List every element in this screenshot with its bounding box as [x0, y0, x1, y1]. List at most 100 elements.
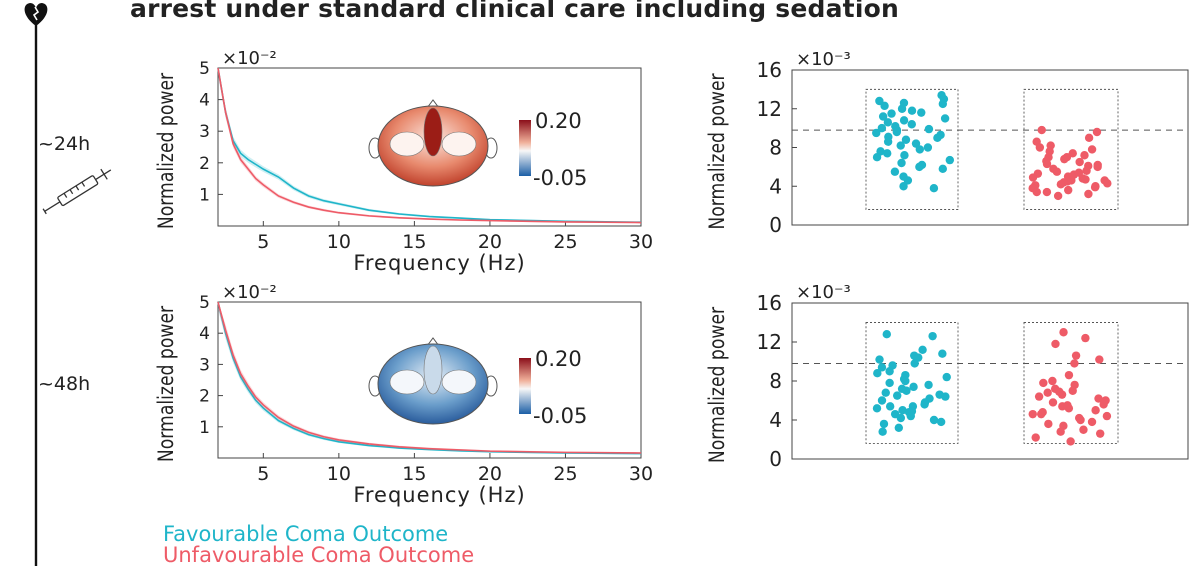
- unfavourable-point: [1095, 429, 1105, 438]
- favourable-point: [872, 128, 881, 138]
- scatter-plot-48h: 0 4 8 12 16 ×10⁻³ Normalized power: [704, 282, 1189, 471]
- topomap: [368, 337, 498, 425]
- favourable-point: [900, 151, 909, 160]
- favourable-point: [885, 378, 894, 388]
- unfavourable-point: [1032, 187, 1041, 197]
- topomap-central-region: [423, 345, 443, 395]
- favourable-point: [897, 158, 906, 168]
- favourable-point: [875, 355, 884, 364]
- unfavourable-point: [1094, 394, 1103, 403]
- y-tick-label: 2: [199, 387, 210, 407]
- favourable-point: [892, 127, 902, 137]
- unfavourable-point: [1044, 419, 1053, 429]
- favourable-point: [877, 363, 887, 372]
- colorbar: [519, 358, 531, 414]
- y-tick-label: 12: [757, 330, 782, 354]
- favourable-point: [885, 367, 894, 376]
- y-tick-label: 0: [769, 213, 782, 237]
- favourable-point: [915, 162, 924, 172]
- x-tick-label: 15: [402, 231, 426, 253]
- y-tick-label: 8: [769, 369, 782, 393]
- unfavourable-point: [1081, 175, 1090, 184]
- unfavourable-point: [1091, 406, 1100, 415]
- unfavourable-point: [1052, 167, 1062, 176]
- favourable-point: [879, 419, 889, 429]
- timepoint-24h-label: ~24h: [38, 133, 91, 155]
- favourable-point: [901, 135, 911, 144]
- favourable-point: [933, 133, 942, 143]
- x-tick-label: 25: [553, 463, 577, 485]
- favourable-point: [906, 411, 915, 421]
- unfavourable-point: [1087, 145, 1097, 154]
- y-tick-label: 4: [199, 91, 210, 111]
- y-tick-label: 3: [199, 355, 210, 375]
- colorbar-min-label: -0.05: [533, 404, 587, 428]
- unfavourable-point: [1035, 143, 1045, 152]
- favourable-point: [924, 380, 933, 390]
- favourable-point: [893, 391, 902, 400]
- favourable-point: [923, 143, 933, 152]
- favourable-point: [901, 376, 910, 386]
- scatter-plot-24h: 0 4 8 12 16 ×10⁻³ Normalized power: [704, 49, 1189, 237]
- unfavourable-point: [1084, 133, 1094, 143]
- colorbar-max-label: 0.20: [535, 347, 582, 371]
- colorbar-min-label: -0.05: [533, 166, 587, 190]
- y-tick-label: 5: [199, 59, 210, 79]
- favourable-point: [941, 392, 950, 401]
- y-tick-label: 8: [769, 136, 782, 160]
- unfavourable-point: [1059, 328, 1068, 337]
- y-tick-label: 4: [769, 174, 782, 198]
- unfavourable-point: [1037, 125, 1046, 135]
- favourable-point: [890, 167, 900, 176]
- favourable-point: [945, 155, 955, 165]
- favourable-group-box: [865, 322, 959, 444]
- unfavourable-point: [1074, 168, 1084, 177]
- unfavourable-point: [1042, 159, 1052, 169]
- y-tick-label: 16: [757, 291, 782, 315]
- unfavourable-point: [1100, 176, 1109, 185]
- favourable-point: [907, 120, 916, 129]
- favourable-series-line: [217, 301, 642, 455]
- favourable-point: [883, 118, 893, 127]
- timepoint-48h-label: ~48h: [38, 373, 91, 395]
- favourable-point: [903, 176, 913, 185]
- timeline: ~24h ~48h: [0, 0, 140, 566]
- unfavourable-point: [1031, 433, 1040, 442]
- colorbar-max-label: 0.20: [535, 109, 582, 133]
- favourable-point: [942, 372, 951, 382]
- unfavourable-series-line: [217, 301, 642, 454]
- favourable-point: [887, 109, 896, 118]
- favourable-point: [940, 114, 950, 123]
- unfavourable-point: [1090, 183, 1100, 192]
- favourable-point: [897, 104, 907, 113]
- favourable-point: [928, 331, 937, 341]
- favourable-point: [883, 137, 893, 146]
- spectrum-plot-24h: 1 2 3 4 5 5 10 15 20 25 30 ×10⁻² Frequency (Hz) Norma…: [153, 48, 653, 275]
- favourable-point: [910, 359, 919, 368]
- topomap-right-region: [441, 131, 477, 157]
- favourable-point: [896, 141, 905, 150]
- unfavourable-point: [1079, 425, 1088, 434]
- unfavourable-group-box: [1023, 88, 1119, 210]
- favourable-point: [938, 164, 947, 174]
- unfavourable-point: [1028, 173, 1038, 182]
- favourable-point: [929, 415, 939, 425]
- favourable-point: [877, 396, 887, 405]
- favourable-point: [881, 388, 890, 397]
- y-tick-label: 1: [199, 185, 210, 205]
- favourable-point: [883, 149, 892, 158]
- unfavourable-point: [1037, 409, 1046, 419]
- favourable-point: [873, 369, 882, 378]
- x-tick-label: 25: [553, 231, 577, 253]
- exponent-label: ×10⁻²: [222, 48, 277, 69]
- favourable-point: [938, 349, 947, 358]
- y-axis-label: Normalized power: [704, 307, 729, 463]
- favourable-point: [878, 427, 887, 436]
- unfavourable-point: [1092, 127, 1102, 137]
- favourable-point: [918, 345, 927, 354]
- topomap: [368, 99, 498, 187]
- favourable-point: [894, 423, 904, 432]
- x-tick-label: 5: [257, 463, 269, 485]
- unfavourable-point: [1062, 152, 1072, 162]
- favourable-point: [899, 182, 908, 191]
